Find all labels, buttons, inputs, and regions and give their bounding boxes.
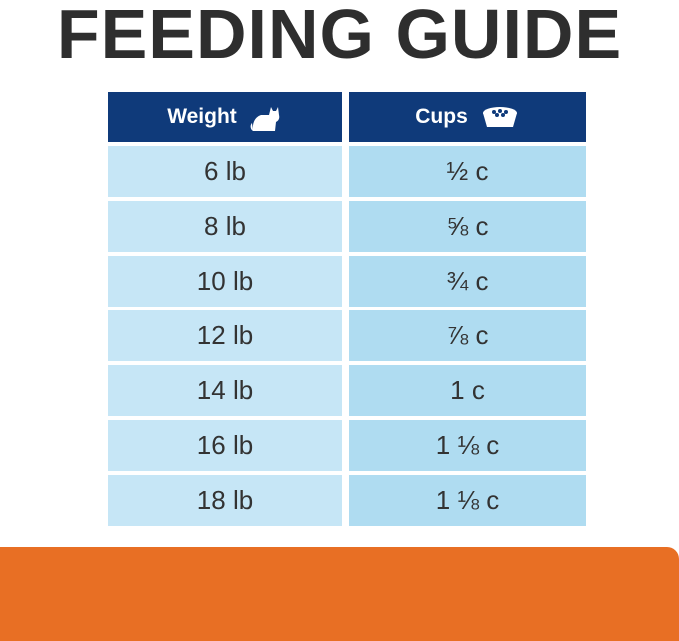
table-cell: 1 ⅛ c [349,420,586,471]
table-cell: 14 lb [108,365,342,417]
table-cell: 1 c [349,365,586,417]
table-cell: ⅞ c [349,310,586,362]
table-cell: 18 lb [108,474,342,526]
column-header-text: Weight [167,105,237,128]
table-cell: 1 ⅛ c [349,474,586,526]
orange-band [0,547,679,641]
table-cell: 16 lb [108,420,342,471]
column-header-text: Cups [415,105,468,128]
title: FEEDING GUIDE [56,0,623,73]
bowl-icon [482,107,517,127]
table-cell: ¾ c [349,255,586,307]
table-cell: 12 lb [108,310,342,362]
table-cell: ½ c [349,146,586,197]
table-cell: 8 lb [108,200,342,252]
cat-icon [250,107,280,131]
table-cell: ⅝ c [349,200,586,252]
table-cell: 10 lb [108,255,342,307]
column-header: Cups [349,92,586,142]
table-cell: 6 lb [108,146,342,197]
column-header: Weight [108,92,342,142]
